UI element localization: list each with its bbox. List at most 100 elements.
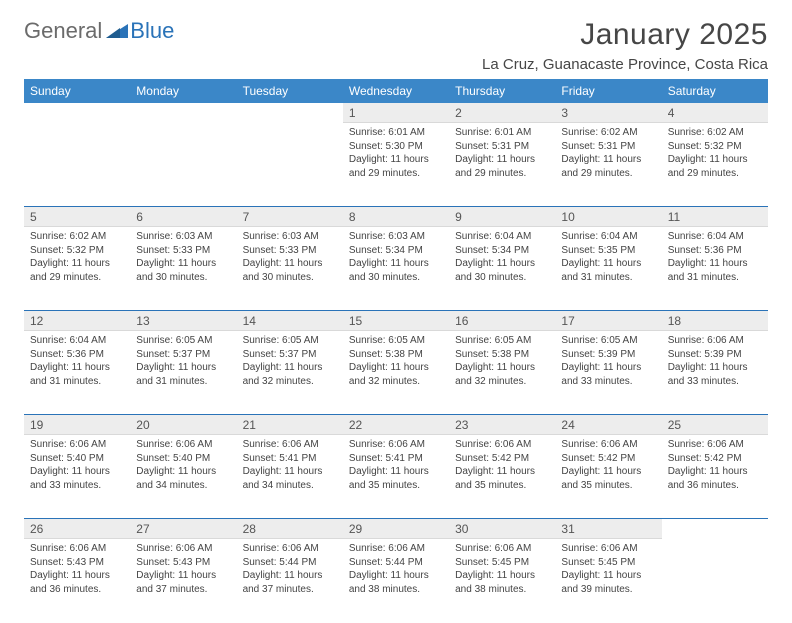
detail-line: Daylight: 11 hours <box>349 257 443 271</box>
day-number-cell: 6 <box>130 207 236 227</box>
day-number-cell <box>662 519 768 539</box>
day-number-cell: 12 <box>24 311 130 331</box>
day-number-cell: 31 <box>555 519 661 539</box>
detail-line: Sunset: 5:43 PM <box>136 556 230 570</box>
detail-line: Sunset: 5:45 PM <box>561 556 655 570</box>
daynum-row: 567891011 <box>24 207 768 227</box>
detail-line: and 33 minutes. <box>561 375 655 389</box>
day-number-cell <box>237 103 343 123</box>
detail-line: and 35 minutes. <box>561 479 655 493</box>
day-detail-cell <box>24 123 130 207</box>
detail-line: and 30 minutes. <box>136 271 230 285</box>
detail-line: Daylight: 11 hours <box>30 257 124 271</box>
day-detail-cell: Sunrise: 6:04 AMSunset: 5:36 PMDaylight:… <box>662 227 768 311</box>
detail-line: Sunset: 5:37 PM <box>243 348 337 362</box>
day-number-cell: 5 <box>24 207 130 227</box>
logo-text-general: General <box>24 18 102 44</box>
detail-line: and 30 minutes. <box>455 271 549 285</box>
detail-line: and 39 minutes. <box>561 583 655 597</box>
detail-line: Sunset: 5:32 PM <box>30 244 124 258</box>
day-number-cell: 3 <box>555 103 661 123</box>
day-number-cell: 27 <box>130 519 236 539</box>
detail-line: Sunrise: 6:05 AM <box>455 334 549 348</box>
detail-line: Sunset: 5:34 PM <box>455 244 549 258</box>
detail-line: Sunset: 5:31 PM <box>561 140 655 154</box>
day-number-cell: 23 <box>449 415 555 435</box>
day-number-cell: 19 <box>24 415 130 435</box>
day-number-cell: 28 <box>237 519 343 539</box>
detail-line: and 35 minutes. <box>349 479 443 493</box>
day-detail-cell <box>237 123 343 207</box>
detail-line: Sunrise: 6:06 AM <box>349 438 443 452</box>
detail-line: Sunrise: 6:06 AM <box>136 438 230 452</box>
day-number-cell: 14 <box>237 311 343 331</box>
detail-line: Sunset: 5:38 PM <box>455 348 549 362</box>
day-detail-cell: Sunrise: 6:06 AMSunset: 5:44 PMDaylight:… <box>343 539 449 623</box>
day-detail-cell: Sunrise: 6:06 AMSunset: 5:40 PMDaylight:… <box>130 435 236 519</box>
day-number-cell: 10 <box>555 207 661 227</box>
day-detail-cell: Sunrise: 6:03 AMSunset: 5:34 PMDaylight:… <box>343 227 449 311</box>
daynum-row: 19202122232425 <box>24 415 768 435</box>
day-detail-cell: Sunrise: 6:03 AMSunset: 5:33 PMDaylight:… <box>130 227 236 311</box>
detail-line: Daylight: 11 hours <box>561 257 655 271</box>
detail-line: Sunset: 5:41 PM <box>349 452 443 466</box>
detail-line: and 36 minutes. <box>30 583 124 597</box>
detail-line: Sunset: 5:39 PM <box>668 348 762 362</box>
detail-line: Daylight: 11 hours <box>668 153 762 167</box>
day-number-cell: 24 <box>555 415 661 435</box>
detail-line: Sunset: 5:44 PM <box>243 556 337 570</box>
detail-line: Daylight: 11 hours <box>668 361 762 375</box>
detail-line: Sunrise: 6:01 AM <box>349 126 443 140</box>
day-detail-cell: Sunrise: 6:06 AMSunset: 5:43 PMDaylight:… <box>130 539 236 623</box>
day-detail-cell: Sunrise: 6:04 AMSunset: 5:35 PMDaylight:… <box>555 227 661 311</box>
day-number-cell: 9 <box>449 207 555 227</box>
day-number-cell: 18 <box>662 311 768 331</box>
day-number-cell: 16 <box>449 311 555 331</box>
day-number-cell: 17 <box>555 311 661 331</box>
detail-line: Sunrise: 6:05 AM <box>243 334 337 348</box>
detail-line: Sunrise: 6:06 AM <box>243 542 337 556</box>
detail-line: Daylight: 11 hours <box>561 361 655 375</box>
daynum-row: 1234 <box>24 103 768 123</box>
detail-row: Sunrise: 6:01 AMSunset: 5:30 PMDaylight:… <box>24 123 768 207</box>
logo-triangle-icon <box>106 20 128 43</box>
detail-line: Sunset: 5:43 PM <box>30 556 124 570</box>
detail-line: Daylight: 11 hours <box>349 361 443 375</box>
detail-row: Sunrise: 6:06 AM Sunset: 5:43 PM Daylight:… <box>24 539 768 623</box>
day-detail-cell: Sunrise: 6:06 AMSunset: 5:42 PMDaylight:… <box>449 435 555 519</box>
detail-line: and 29 minutes. <box>349 167 443 181</box>
detail-line: Sunset: 5:36 PM <box>668 244 762 258</box>
detail-line: Daylight: 11 hours <box>243 361 337 375</box>
detail-line: and 29 minutes. <box>668 167 762 181</box>
detail-line: Sunset: 5:42 PM <box>668 452 762 466</box>
detail-line: Daylight: 11 hours <box>455 569 549 583</box>
detail-line: Daylight: 11 hours <box>136 465 230 479</box>
detail-line: and 38 minutes. <box>455 583 549 597</box>
day-number-cell: 20 <box>130 415 236 435</box>
detail-line: Sunrise: 6:06 AM <box>668 334 762 348</box>
day-detail-cell: Sunrise: 6:06 AMSunset: 5:45 PMDaylight:… <box>449 539 555 623</box>
detail-line: Daylight: 11 hours <box>561 153 655 167</box>
detail-line: Sunset: 5:40 PM <box>136 452 230 466</box>
page-subtitle: La Cruz, Guanacaste Province, Costa Rica <box>482 56 768 73</box>
detail-line: Sunrise: 6:01 AM <box>455 126 549 140</box>
detail-line: Sunset: 5:41 PM <box>243 452 337 466</box>
detail-line: Daylight: 11 hours <box>349 569 443 583</box>
detail-line: Daylight: 11 hours <box>455 465 549 479</box>
day-detail-cell: Sunrise: 6:06 AMSunset: 5:42 PMDaylight:… <box>555 435 661 519</box>
detail-line: Sunrise: 6:06 AM <box>349 542 443 556</box>
detail-line: Daylight: 11 hours <box>561 569 655 583</box>
detail-row: Sunrise: 6:06 AMSunset: 5:40 PMDaylight:… <box>24 435 768 519</box>
detail-line: Sunset: 5:42 PM <box>561 452 655 466</box>
detail-line: Daylight: 11 hours <box>243 569 337 583</box>
detail-line: and 29 minutes. <box>30 271 124 285</box>
detail-line: Daylight: 11 hours <box>668 257 762 271</box>
day-number-cell: 26 <box>24 519 130 539</box>
day-detail-cell: Sunrise: 6:06 AMSunset: 5:42 PMDaylight:… <box>662 435 768 519</box>
detail-line: and 37 minutes. <box>136 583 230 597</box>
weekday-header: Monday <box>130 79 236 103</box>
detail-line: Daylight: 11 hours <box>455 361 549 375</box>
detail-line: Sunrise: 6:04 AM <box>30 334 124 348</box>
detail-line: Sunrise: 6:03 AM <box>136 230 230 244</box>
day-number-cell: 2 <box>449 103 555 123</box>
